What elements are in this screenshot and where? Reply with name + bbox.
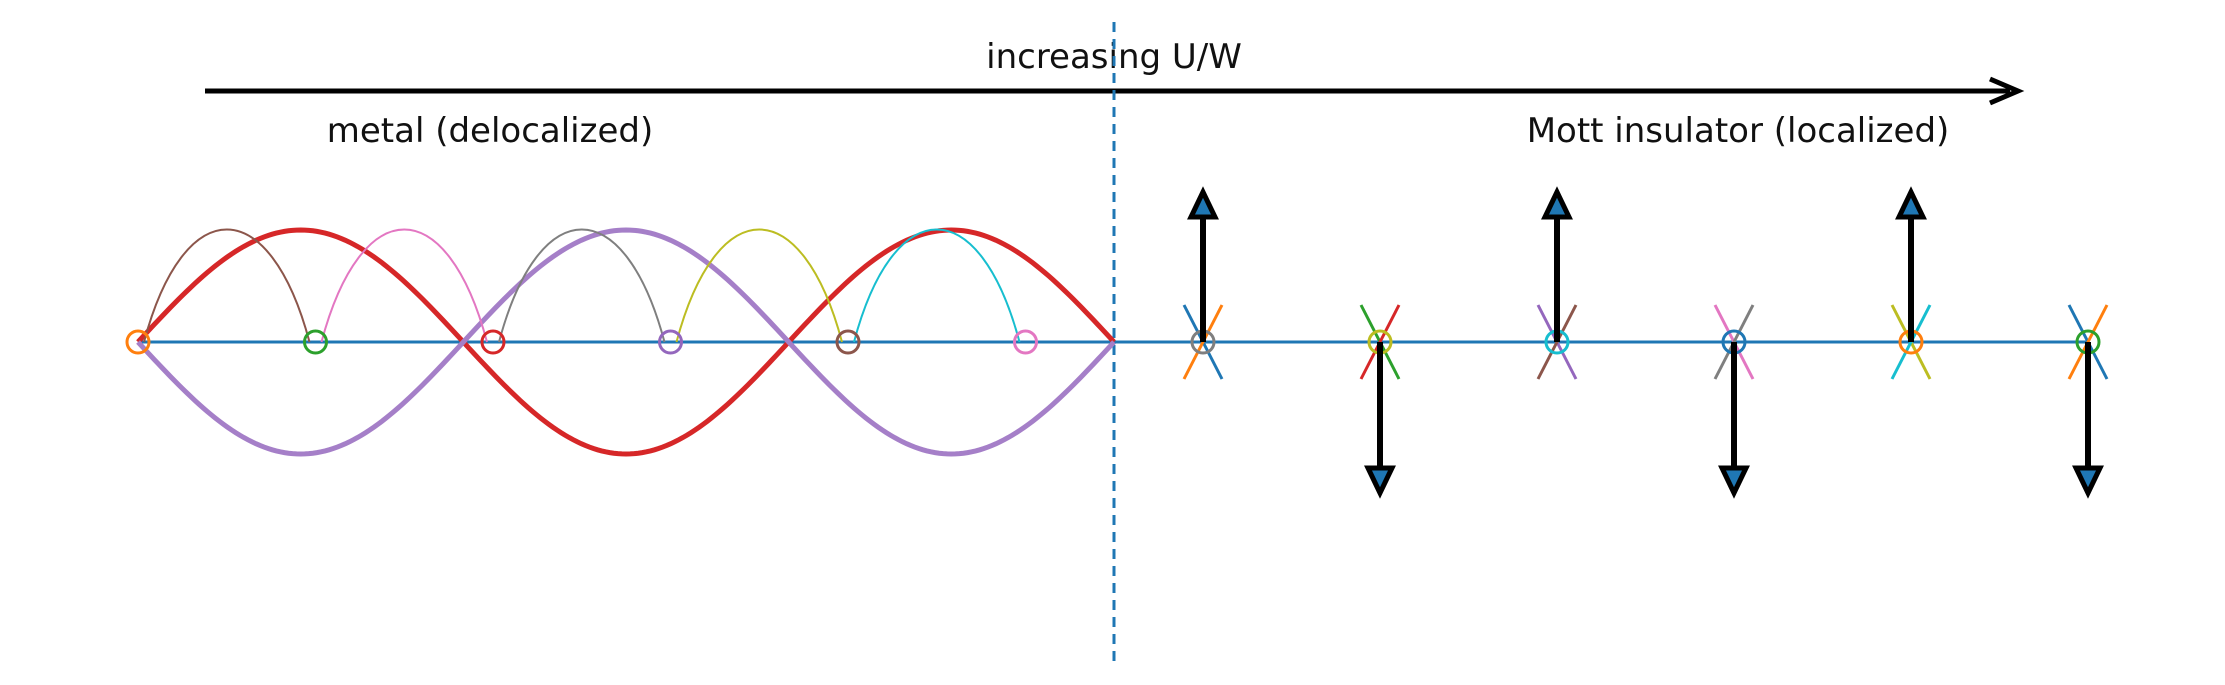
hopping-arc	[143, 228, 311, 343]
circle-site-icon	[303, 329, 328, 355]
bloch-waves	[136, 227, 1116, 457]
hopping-arc	[498, 228, 666, 343]
metal-sites	[125, 329, 1038, 355]
spin-down-arrow-icon	[1364, 342, 1396, 499]
spin-head	[1541, 186, 1573, 220]
axis-arrow	[205, 76, 2025, 106]
right-arrow-icon	[1989, 76, 2025, 106]
spin-up-arrow-icon	[1187, 186, 1219, 342]
circle-site-icon	[658, 329, 683, 355]
hopping-arc	[675, 228, 843, 343]
spin-head	[1364, 465, 1396, 499]
spin-head	[2072, 465, 2104, 499]
spin-head	[1187, 186, 1219, 220]
circle-site-icon	[835, 329, 861, 355]
hopping-arc	[853, 228, 1021, 343]
wave-curve-a	[136, 227, 1116, 457]
spin-up-arrow-icon	[1895, 186, 1927, 342]
spin-down-arrow-icon	[1718, 342, 1750, 499]
circle-site-icon	[1013, 329, 1038, 355]
metal-label: metal (delocalized)	[327, 111, 654, 151]
circle-site-icon	[480, 329, 506, 355]
insulator-sites	[1182, 186, 2109, 499]
insulator-label: Mott insulator (localized)	[1527, 111, 1950, 151]
spin-head	[1895, 186, 1927, 220]
spin-down-arrow-icon	[2072, 342, 2104, 499]
spin-up-arrow-icon	[1541, 186, 1573, 342]
wave-curve-b	[136, 227, 1116, 457]
spin-head	[1718, 465, 1750, 499]
hopping-arc	[320, 228, 488, 343]
circle-site-icon	[125, 329, 151, 355]
hopping-arcs	[143, 228, 1021, 343]
